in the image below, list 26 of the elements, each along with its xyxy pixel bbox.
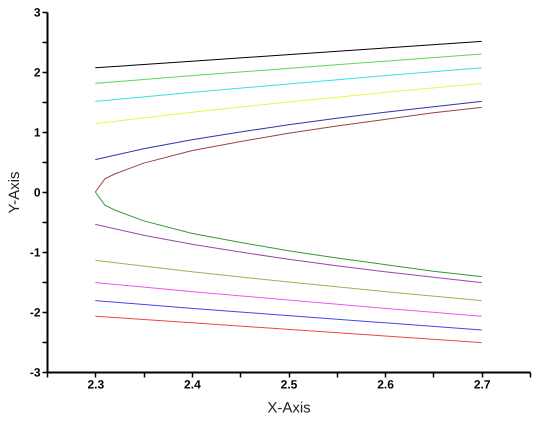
line-series xyxy=(94,106,482,192)
line-series xyxy=(94,67,482,102)
y-tick-label: -3 xyxy=(30,366,41,380)
y-axis-title: Y-Axis xyxy=(6,172,23,214)
x-tick-label: 2.3 xyxy=(87,378,104,392)
line-series xyxy=(94,282,482,317)
line-series xyxy=(94,192,482,278)
y-tick-label: -1 xyxy=(30,246,41,260)
line-series xyxy=(94,300,482,330)
x-tick-label: 2.5 xyxy=(280,378,298,392)
line-series xyxy=(94,224,482,284)
line-series xyxy=(94,100,482,160)
y-tick-label: 0 xyxy=(34,186,41,200)
line-series xyxy=(94,316,482,344)
line-series xyxy=(94,40,482,68)
y-tick-label: 2 xyxy=(34,66,41,80)
line-series xyxy=(94,54,482,84)
y-tick-label: 3 xyxy=(34,6,41,20)
x-tick-label: 2.7 xyxy=(474,378,491,392)
y-tick-label: -2 xyxy=(30,306,41,320)
x-axis-title: X-Axis xyxy=(267,400,311,416)
x-tick-label: 2.6 xyxy=(377,378,394,392)
x-tick-label: 2.4 xyxy=(184,378,202,392)
y-tick-label: 1 xyxy=(34,126,41,140)
line-series xyxy=(94,82,482,124)
line-series xyxy=(94,260,482,302)
